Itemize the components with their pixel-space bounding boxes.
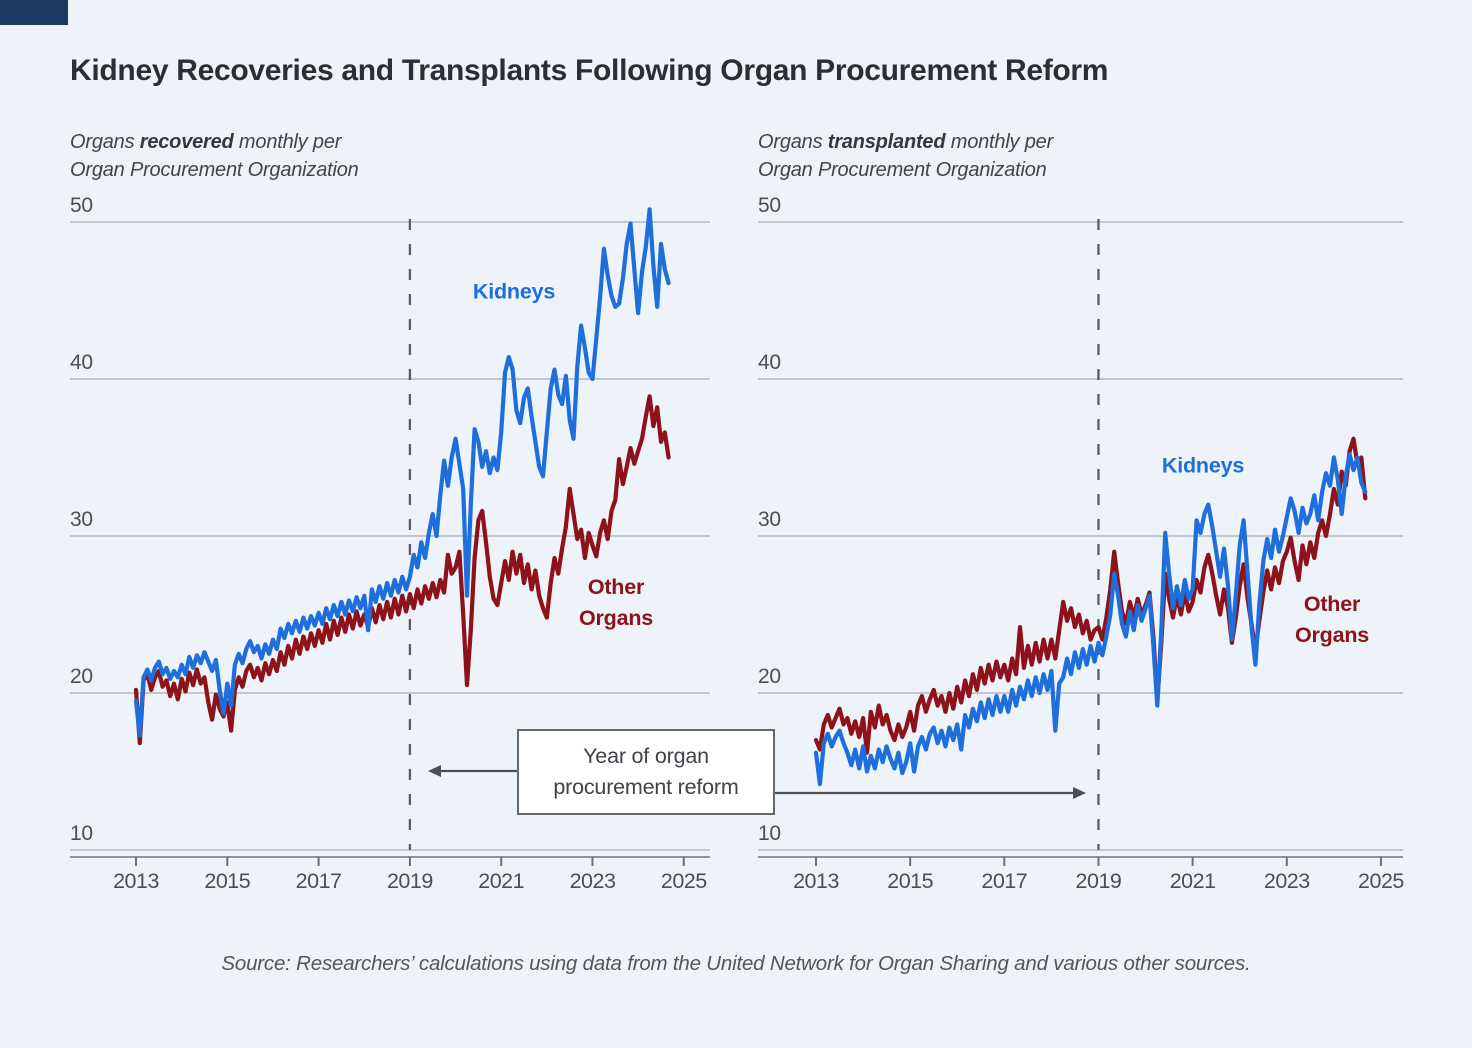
left-x-tick-label-2025: 2025 bbox=[660, 869, 707, 893]
left-x-tick-label-2013: 2013 bbox=[113, 869, 159, 893]
series-line-kidneys bbox=[133, 207, 671, 738]
corner-brand-mark bbox=[0, 0, 68, 25]
left-other-organs-series-label: Other Organs bbox=[579, 572, 653, 634]
annotation-line1: Year of organ bbox=[583, 744, 709, 768]
right-y-tick-label-40: 40 bbox=[758, 351, 781, 374]
left-y-tick-label-10: 10 bbox=[70, 822, 93, 845]
left-y-tick-label-40: 40 bbox=[70, 351, 93, 374]
right-subtitle-line2: Organ Procurement Organization bbox=[758, 159, 1047, 181]
annotation-arrow-left-head bbox=[428, 765, 441, 777]
right-y-tick-label-20: 20 bbox=[758, 665, 781, 688]
left-subtitle-post: monthly per bbox=[233, 131, 342, 153]
left-x-tick-label-2017: 2017 bbox=[295, 869, 342, 893]
right-chart-subtitle: Organs transplanted monthly per Organ Pr… bbox=[758, 128, 1178, 184]
annotation-arrow-right-head bbox=[1073, 787, 1086, 799]
annotation-line2: procurement reform bbox=[553, 775, 739, 799]
reform-annotation-box: Year of organ procurement reform bbox=[517, 729, 775, 815]
left-x-tick-label-2021: 2021 bbox=[478, 869, 525, 893]
left-chart-subtitle: Organs recovered monthly per Organ Procu… bbox=[70, 128, 490, 184]
right-other-label-line1: Other bbox=[1303, 592, 1361, 616]
right-other-organs-series-label: Other Organs bbox=[1295, 589, 1369, 651]
left-other-label-line2: Organs bbox=[578, 606, 654, 630]
left-y-tick-label-20: 20 bbox=[70, 665, 93, 688]
left-subtitle-line2: Organ Procurement Organization bbox=[70, 159, 359, 181]
right-subtitle-emphasis: transplanted bbox=[827, 131, 946, 153]
right-other-label-line2: Organs bbox=[1294, 623, 1370, 647]
series-line-kidneys bbox=[813, 452, 1368, 787]
series-line-other-organs bbox=[133, 394, 671, 746]
left-x-tick-label-2015: 2015 bbox=[204, 869, 251, 893]
right-x-tick-label-2025: 2025 bbox=[1358, 869, 1404, 893]
left-subtitle-pre: Organs bbox=[70, 131, 140, 153]
right-x-tick-label-2019: 2019 bbox=[1075, 869, 1122, 893]
right-y-tick-label-10: 10 bbox=[758, 822, 781, 845]
left-x-tick-label-2023: 2023 bbox=[569, 869, 616, 893]
left-y-tick-label-50: 50 bbox=[70, 194, 93, 217]
right-y-tick-label-30: 30 bbox=[758, 508, 781, 531]
left-other-label-line1: Other bbox=[587, 575, 645, 599]
left-y-tick-label-30: 30 bbox=[70, 508, 93, 531]
right-x-tick-label-2013: 2013 bbox=[793, 869, 839, 893]
figure-title: Kidney Recoveries and Transplants Follow… bbox=[70, 54, 1109, 87]
right-y-tick-label-50: 50 bbox=[758, 194, 781, 217]
source-note: Source: Researchers’ calculations using … bbox=[221, 952, 1251, 975]
left-x-tick-label-2019: 2019 bbox=[386, 869, 433, 893]
right-x-tick-label-2021: 2021 bbox=[1169, 869, 1216, 893]
right-x-tick-label-2023: 2023 bbox=[1263, 869, 1310, 893]
right-x-tick-label-2017: 2017 bbox=[981, 869, 1028, 893]
series-line-other-organs bbox=[813, 436, 1368, 755]
left-subtitle-emphasis: recovered bbox=[139, 131, 234, 153]
left-kidneys-series-label: Kidneys bbox=[472, 279, 556, 304]
right-subtitle-pre: Organs bbox=[758, 131, 828, 153]
right-kidneys-series-label: Kidneys bbox=[1161, 453, 1245, 478]
right-x-tick-label-2015: 2015 bbox=[887, 869, 934, 893]
right-subtitle-post: monthly per bbox=[945, 131, 1054, 153]
